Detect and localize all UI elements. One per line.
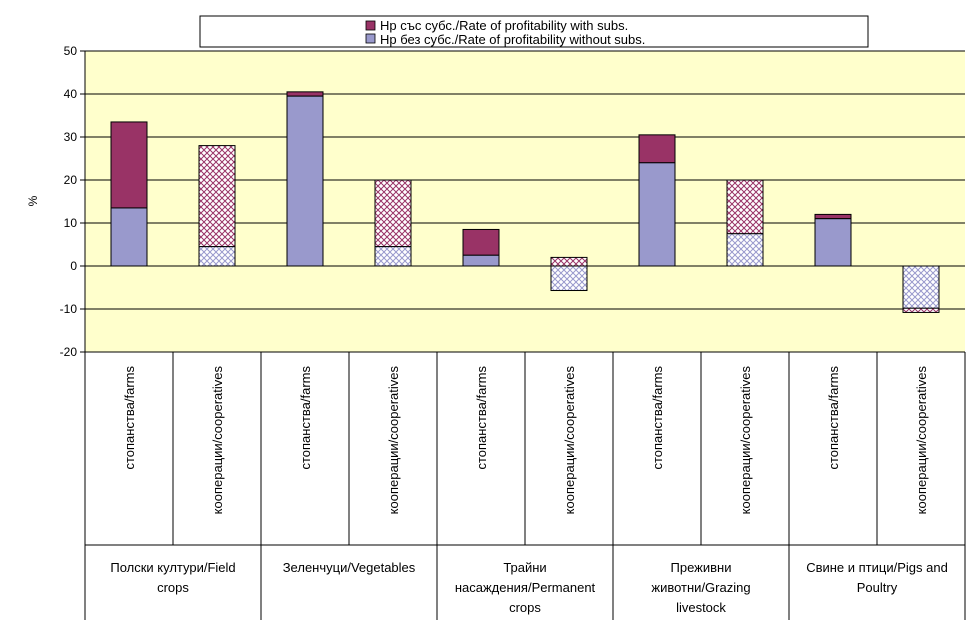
bar-without-subs: [110, 207, 148, 267]
bar-without-subs: [638, 162, 676, 267]
y-tick-label: 50: [64, 44, 78, 58]
group-label: Преживни: [671, 560, 732, 575]
bar-without-subs: [550, 265, 588, 292]
y-tick-label: -20: [60, 345, 78, 359]
bar-with-subs: [902, 307, 940, 313]
category-label: кооперации/cooperatives: [562, 366, 577, 515]
bar-with-subs: [462, 228, 500, 256]
bars: [110, 91, 940, 313]
category-label: стопанства/farms: [826, 366, 841, 470]
bar-with-subs: [374, 179, 412, 248]
category-label: кооперации/cooperatives: [738, 366, 753, 515]
legend-box: [199, 15, 869, 48]
legend-swatch-with-subs: [365, 20, 376, 31]
category-label: стопанства/farms: [474, 366, 489, 470]
category-label: кооперации/cooperatives: [914, 366, 929, 515]
category-label: стопанства/farms: [650, 366, 665, 470]
group-label: crops: [157, 580, 189, 595]
bar-without-subs: [374, 246, 412, 267]
group-label: Свине и птици/Pigs and: [806, 560, 948, 575]
y-tick-label: 10: [64, 216, 78, 230]
bar-with-subs: [110, 121, 148, 209]
category-label: кооперации/cooperatives: [386, 366, 401, 515]
group-label: насаждения/Permanent: [455, 580, 596, 595]
category-label: стопанства/farms: [298, 366, 313, 470]
category-label: стопанства/farms: [122, 366, 137, 470]
bar-with-subs: [286, 91, 324, 97]
bar-without-subs: [726, 233, 764, 267]
legend: Нр със субс./Rate of profitability with …: [199, 15, 869, 48]
bar-with-subs: [638, 134, 676, 164]
group-label: Полски култури/Field: [110, 560, 235, 575]
y-tick-label: 0: [70, 259, 77, 273]
legend-label-with-subs: Нр със субс./Rate of profitability with …: [380, 18, 628, 33]
bar-without-subs: [198, 246, 236, 267]
group-label: Трайни: [503, 560, 546, 575]
legend-label-without-subs: Нр без субс./Rate of profitability witho…: [380, 32, 645, 47]
bar-without-subs: [902, 265, 940, 309]
bar-without-subs: [462, 254, 500, 267]
axes: 50 40 30 20 10 0 -10 -20 стопанства/farms коопера…: [60, 44, 966, 620]
y-tick-label: -10: [60, 302, 78, 316]
y-tick-label: 40: [64, 87, 78, 101]
y-tick-label: 30: [64, 130, 78, 144]
bar-with-subs: [726, 179, 764, 235]
group-label: crops: [509, 600, 541, 615]
y-tick-label: 20: [64, 173, 78, 187]
group-label: livestock: [676, 600, 726, 615]
category-label: кооперации/cooperatives: [210, 366, 225, 515]
bar-with-subs: [814, 213, 852, 220]
y-axis-label: %: [26, 195, 40, 206]
group-label: животни/Grazing: [651, 580, 750, 595]
bar-without-subs: [286, 95, 324, 267]
legend-swatch-without-subs: [365, 33, 376, 44]
group-label: Poultry: [857, 580, 898, 595]
group-label: Зеленчуци/Vegetables: [283, 560, 416, 575]
bar-without-subs: [814, 218, 852, 267]
bar-with-subs: [198, 145, 236, 248]
